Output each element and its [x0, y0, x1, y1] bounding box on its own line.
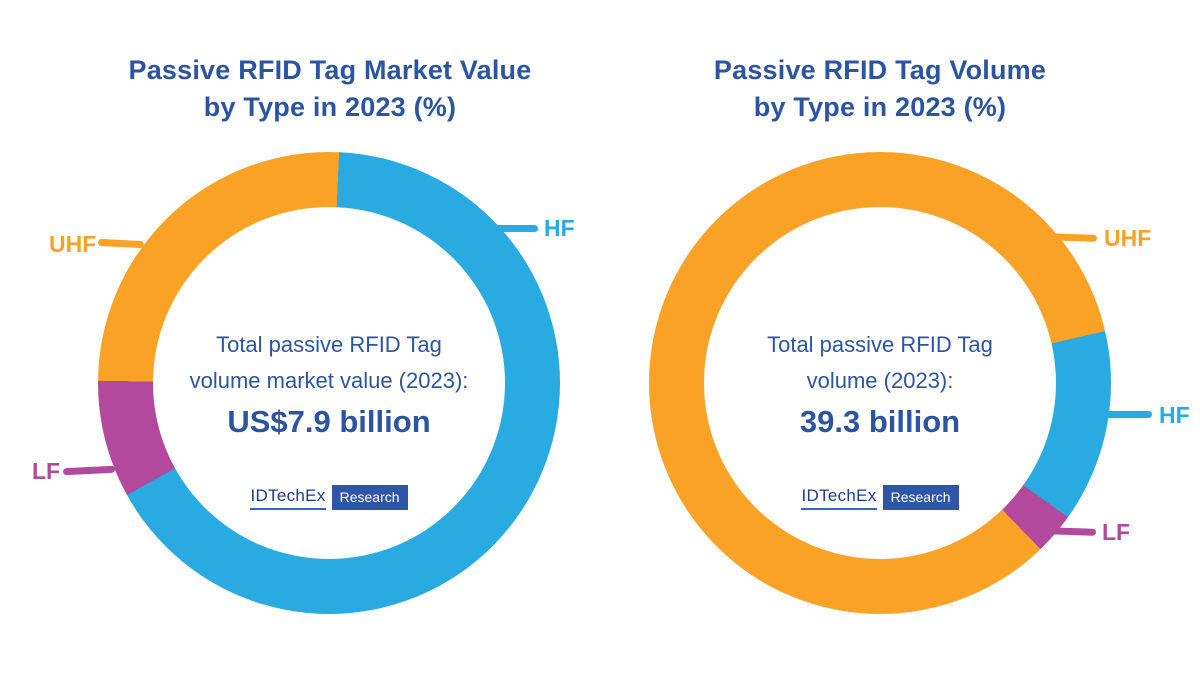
- market-value-donut-hole: Total passive RFID Tag volume market val…: [153, 207, 505, 559]
- left-hf-callout-line: [492, 225, 538, 232]
- right-uhf-label: UHF: [1104, 225, 1152, 251]
- market-value-center-text: Total passive RFID Tag volume market val…: [189, 332, 469, 393]
- idtechex-wordmark: IDTechEx: [250, 486, 326, 510]
- right-hf-callout-line: [1100, 411, 1152, 418]
- right-chart-title: Passive RFID Tag Volume by Type in 2023 …: [713, 55, 1047, 122]
- idtechex-logo: IDTechEx Research: [250, 485, 408, 510]
- left-uhf-callout-line: [97, 238, 145, 249]
- left-lf-callout-line: [62, 465, 116, 476]
- volume-total: 39.3 billion: [799, 404, 961, 439]
- left-uhf-label: UHF: [49, 231, 97, 257]
- right-lf-label: LF: [1102, 519, 1131, 545]
- idtechex-wordmark: IDTechEx: [801, 486, 877, 510]
- left-hf-label: HF: [544, 215, 575, 241]
- market-value-donut-chart: Total passive RFID Tag volume market val…: [98, 152, 560, 614]
- research-badge: Research: [331, 485, 408, 510]
- left-chart-title: Passive RFID Tag Market Value by Type in…: [128, 55, 532, 122]
- right-hf-label: HF: [1159, 402, 1190, 428]
- market-value-total: US$7.9 billion: [227, 404, 431, 439]
- volume-donut-chart: Total passive RFID Tag volume (2023): 39…: [649, 152, 1111, 614]
- volume-donut-hole: Total passive RFID Tag volume (2023): 39…: [704, 207, 1056, 559]
- left-lf-label: LF: [32, 458, 61, 484]
- research-badge: Research: [882, 485, 959, 510]
- volume-center-text: Total passive RFID Tag volume (2023):: [767, 332, 993, 393]
- idtechex-logo: IDTechEx Research: [801, 485, 959, 510]
